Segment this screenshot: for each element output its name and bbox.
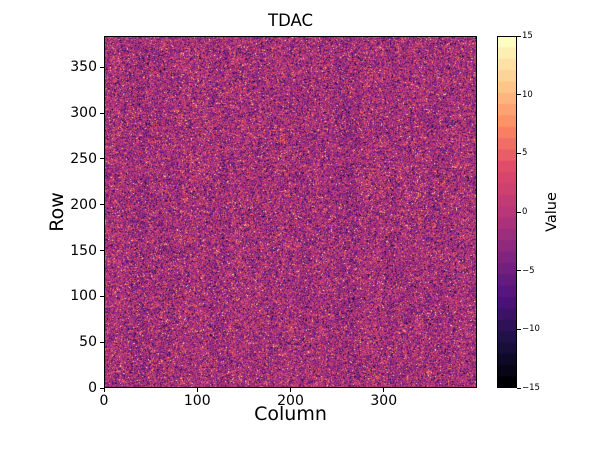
y-tick-mark xyxy=(100,204,104,206)
x-tick-label: 0 xyxy=(99,393,109,409)
y-tick-mark xyxy=(100,295,104,297)
colorbar-tick-mark xyxy=(517,211,521,213)
colorbar-tick-label: −15 xyxy=(522,382,540,393)
x-tick-label: 200 xyxy=(277,393,304,409)
y-tick-mark xyxy=(100,158,104,160)
colorbar-tick-label: 10 xyxy=(522,89,533,100)
y-axis-label: Row xyxy=(46,192,68,232)
y-tick-label: 350 xyxy=(70,59,97,76)
colorbar-tick-mark xyxy=(517,270,521,272)
colorbar-tick-mark xyxy=(517,328,521,330)
colorbar-tick-mark xyxy=(517,94,521,96)
colorbar-tick-mark xyxy=(517,35,521,37)
colorbar-canvas xyxy=(497,36,517,388)
y-tick-mark xyxy=(100,387,104,389)
colorbar-tick-mark xyxy=(517,152,521,154)
y-tick-label: 300 xyxy=(70,105,97,121)
y-tick-label: 100 xyxy=(70,288,97,305)
y-tick-mark xyxy=(100,250,104,251)
y-tick-label: 150 xyxy=(70,242,97,259)
colorbar-tick-label: −5 xyxy=(522,265,535,276)
x-tick-mark xyxy=(196,388,198,392)
y-tick-label: 250 xyxy=(70,150,97,167)
x-tick-label: 300 xyxy=(370,393,398,409)
x-tick-mark xyxy=(103,388,105,392)
y-tick-label: 0 xyxy=(88,380,97,396)
x-tick-mark xyxy=(290,388,291,392)
colorbar-tick-label: 15 xyxy=(522,30,533,41)
y-tick-label: 50 xyxy=(79,334,97,351)
colorbar-tick-mark xyxy=(517,387,521,389)
y-tick-label: 200 xyxy=(70,196,97,213)
colorbar-label: Value xyxy=(544,192,560,232)
x-axis-label: Column xyxy=(254,403,327,425)
y-tick-mark xyxy=(100,341,104,343)
colorbar-tick-label: 0 xyxy=(522,206,528,217)
plot-title: TDAC xyxy=(267,11,313,30)
x-tick-mark xyxy=(383,388,385,392)
y-tick-mark xyxy=(100,112,104,114)
x-tick-label: 100 xyxy=(183,393,211,409)
colorbar-tick-label: −10 xyxy=(522,324,540,335)
y-tick-mark xyxy=(100,66,104,68)
heatmap-canvas xyxy=(104,36,477,388)
colorbar-tick-label: 5 xyxy=(522,148,528,159)
